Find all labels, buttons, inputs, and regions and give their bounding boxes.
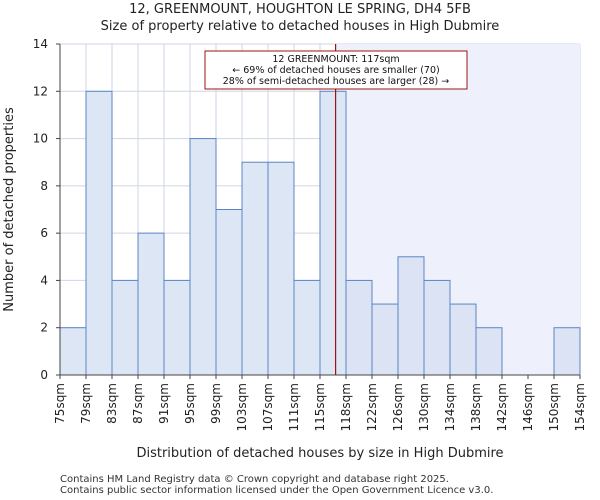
x-tick-label: 118sqm — [339, 383, 353, 431]
bar-99sqm — [215, 209, 243, 376]
bar-91sqm — [163, 279, 191, 376]
y-tick-label: 4 — [40, 273, 48, 287]
x-tick-label: 111sqm — [287, 383, 301, 431]
bar-87sqm — [137, 232, 165, 376]
bar-130sqm — [423, 279, 451, 376]
chart-title: 12, GREENMOUNT, HOUGHTON LE SPRING, DH4 … — [129, 2, 471, 17]
x-tick-label: 134sqm — [443, 383, 457, 431]
bar-138sqm — [475, 327, 503, 376]
y-tick-label: 12 — [33, 84, 48, 98]
x-tick-label: 87sqm — [131, 383, 145, 424]
bar-111sqm — [293, 279, 321, 376]
x-tick-label: 142sqm — [495, 383, 509, 431]
bar-122sqm — [371, 303, 399, 376]
y-tick-label: 8 — [40, 179, 48, 193]
bar-83sqm — [111, 279, 139, 376]
bar-95sqm — [189, 138, 217, 376]
x-tick-label: 115sqm — [313, 383, 327, 431]
x-tick-label: 130sqm — [417, 383, 431, 431]
chart-subtitle: Size of property relative to detached ho… — [100, 19, 500, 34]
bar-150sqm — [553, 327, 581, 376]
bar-75sqm — [59, 327, 87, 376]
bar-118sqm — [345, 279, 373, 376]
footer-copyright: Contains HM Land Registry data © Crown c… — [60, 474, 449, 485]
x-tick-label: 138sqm — [469, 383, 483, 431]
bar-79sqm — [85, 90, 113, 376]
annotation-box: 12 GREENMOUNT: 117sqm ← 69% of detached … — [204, 50, 468, 90]
annotation-line-3: 28% of semi-detached houses are larger (… — [223, 76, 450, 87]
bars — [59, 90, 581, 376]
x-tick-label: 91sqm — [157, 383, 171, 424]
x-tick-label: 83sqm — [105, 383, 119, 424]
x-tick-label: 150sqm — [547, 383, 561, 431]
annotation-frame — [204, 50, 468, 90]
y-tick-label: 0 — [40, 368, 48, 382]
x-tick-label: 107sqm — [261, 383, 275, 431]
y-tick-labels: 0 2 4 6 8 10 12 14 — [33, 37, 48, 382]
x-tick-label: 103sqm — [235, 383, 249, 431]
x-tick-label: 146sqm — [521, 383, 535, 431]
x-tick-label: 99sqm — [209, 383, 223, 424]
x-tick-label: 75sqm — [53, 383, 67, 424]
y-tick-label: 6 — [40, 226, 48, 240]
bar-134sqm — [449, 303, 477, 376]
bar-107sqm — [267, 161, 295, 376]
y-tick-label: 14 — [33, 37, 48, 51]
annotation-line-2: ← 69% of detached houses are smaller (70… — [232, 65, 439, 76]
x-tick-labels: 75sqm 79sqm 83sqm 87sqm 91sqm 95sqm 99sqm 103sq… — [53, 383, 587, 431]
x-tick-label: 154sqm — [573, 383, 587, 431]
histogram-chart: 0 2 4 6 8 10 12 14 75sqm 79sqm 83sqm 87sqm 91sqm 95s… — [2, 37, 587, 461]
y-axis-label: Number of detached properties — [2, 107, 17, 312]
y-tick-label: 2 — [40, 321, 48, 335]
bar-115sqm — [319, 90, 347, 376]
axes — [56, 43, 581, 379]
bar-126sqm — [397, 256, 425, 376]
bar-103sqm — [241, 161, 269, 376]
footer-licence: Contains public sector information licen… — [60, 485, 494, 496]
y-tick-label: 10 — [33, 132, 48, 146]
x-tick-label: 122sqm — [365, 383, 379, 431]
x-axis-label: Distribution of detached houses by size … — [136, 446, 503, 461]
x-tick-label: 79sqm — [79, 383, 93, 424]
x-tick-label: 95sqm — [183, 383, 197, 424]
annotation-line-1: 12 GREENMOUNT: 117sqm — [272, 54, 399, 65]
x-tick-label: 126sqm — [391, 383, 405, 431]
